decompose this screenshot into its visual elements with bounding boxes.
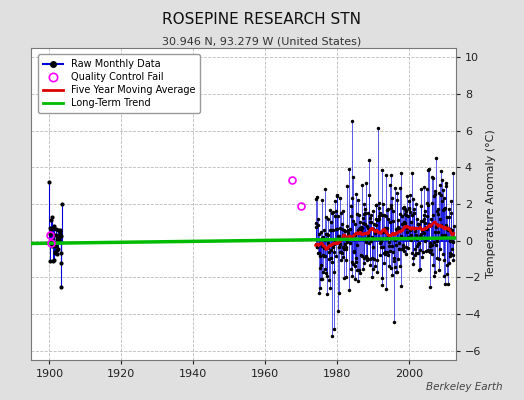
Y-axis label: Temperature Anomaly (°C): Temperature Anomaly (°C) (486, 130, 496, 278)
Text: Berkeley Earth: Berkeley Earth (427, 382, 503, 392)
Text: 30.946 N, 93.279 W (United States): 30.946 N, 93.279 W (United States) (162, 36, 362, 46)
Text: ROSEPINE RESEARCH STN: ROSEPINE RESEARCH STN (162, 12, 362, 27)
Legend: Raw Monthly Data, Quality Control Fail, Five Year Moving Average, Long-Term Tren: Raw Monthly Data, Quality Control Fail, … (38, 54, 200, 113)
